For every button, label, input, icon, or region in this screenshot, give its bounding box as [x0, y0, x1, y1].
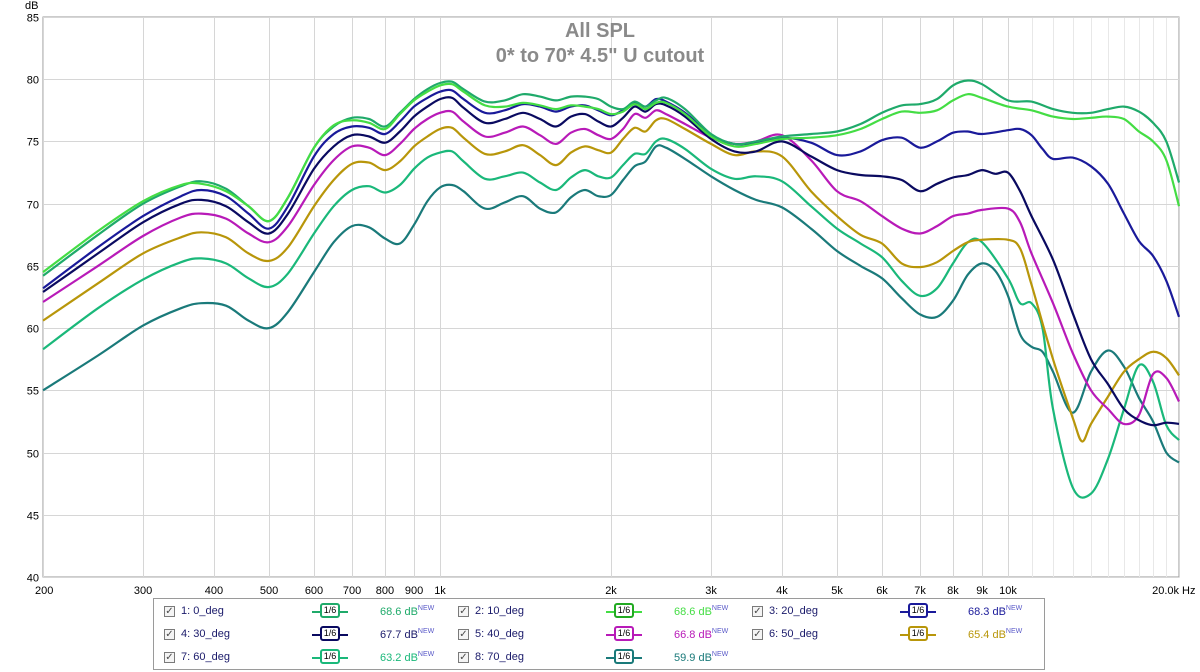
series-visibility-checkbox[interactable]: ✓ — [164, 652, 175, 663]
x-tick-label: 600 — [305, 585, 323, 597]
smoothing-label: 1/6 — [320, 603, 340, 618]
legend-series-name: 8: 70_deg — [475, 651, 524, 663]
legend-entry: ✓ 1: 0_deg 1/6 68.6 dBNEW — [154, 602, 448, 622]
legend-series-name: 3: 20_deg — [769, 605, 818, 617]
legend-entry: ✓ 8: 70_deg 1/6 59.9 dBNEW — [448, 648, 742, 668]
y-tick-label: 40 — [27, 573, 39, 585]
new-badge: NEW — [711, 628, 729, 635]
x-tick-label: 1k — [434, 585, 446, 597]
new-badge: NEW — [711, 651, 729, 658]
legend-level-value: 68.3 dBNEW — [968, 605, 1023, 618]
smoothing-selector[interactable]: 1/6 — [606, 649, 642, 666]
x-axis-unit: Hz — [1182, 585, 1195, 597]
new-badge: NEW — [1005, 605, 1023, 612]
smoothing-selector[interactable]: 1/6 — [900, 603, 936, 620]
smoothing-label: 1/6 — [614, 649, 634, 664]
new-badge: NEW — [417, 605, 435, 612]
x-tick-label: 7k — [914, 585, 926, 597]
legend-level-value: 63.2 dBNEW — [380, 651, 435, 664]
legend-level-value: 66.8 dBNEW — [674, 628, 729, 641]
series-visibility-checkbox[interactable]: ✓ — [458, 606, 469, 617]
smoothing-selector[interactable]: 1/6 — [312, 626, 348, 643]
new-badge: NEW — [417, 651, 435, 658]
x-tick-label: 2k — [605, 585, 617, 597]
x-tick-label: 400 — [205, 585, 223, 597]
legend: ✓ 1: 0_deg 1/6 68.6 dBNEW ✓ 2: 10_deg 1/6 68.6 … — [153, 598, 1045, 670]
legend-series-name: 1: 0_deg — [181, 605, 224, 617]
y-tick-label: 45 — [27, 511, 39, 523]
x-tick-label: 500 — [260, 585, 278, 597]
y-tick-label: 60 — [27, 324, 39, 336]
series-line-6 — [42, 117, 1180, 443]
y-axis-unit: dB — [25, 0, 38, 12]
legend-entry: ✓ 7: 60_deg 1/6 63.2 dBNEW — [154, 648, 448, 668]
legend-level-value: 67.7 dBNEW — [380, 628, 435, 641]
series-visibility-checkbox[interactable]: ✓ — [752, 629, 763, 640]
chart-title: All SPL — [565, 20, 635, 42]
smoothing-selector[interactable]: 1/6 — [312, 603, 348, 620]
series-visibility-checkbox[interactable]: ✓ — [458, 652, 469, 663]
new-badge: NEW — [1005, 628, 1023, 635]
y-tick-label: 65 — [27, 262, 39, 274]
x-tick-label: 10k — [999, 585, 1017, 597]
x-tick-label: 800 — [376, 585, 394, 597]
smoothing-label: 1/6 — [908, 626, 928, 641]
series-line-5 — [42, 109, 1180, 426]
y-tick-label: 70 — [27, 200, 39, 212]
series-visibility-checkbox[interactable]: ✓ — [458, 629, 469, 640]
legend-level-value: 68.6 dBNEW — [380, 605, 435, 618]
y-tick-label: 85 — [27, 13, 39, 25]
legend-entry: ✓ 3: 20_deg 1/6 68.3 dBNEW — [742, 602, 1036, 622]
smoothing-label: 1/6 — [320, 626, 340, 641]
series-line-8 — [42, 144, 1180, 464]
x-tick-label: 5k — [831, 585, 843, 597]
legend-entry: ✓ 6: 50_deg 1/6 65.4 dBNEW — [742, 625, 1036, 645]
new-badge: NEW — [711, 605, 729, 612]
legend-level-value: 65.4 dBNEW — [968, 628, 1023, 641]
legend-level-value: 59.9 dBNEW — [674, 651, 729, 664]
legend-entry: ✓ 5: 40_deg 1/6 66.8 dBNEW — [448, 625, 742, 645]
series-line-2 — [42, 82, 1181, 273]
smoothing-selector[interactable]: 1/6 — [606, 626, 642, 643]
series-visibility-checkbox[interactable]: ✓ — [752, 606, 763, 617]
legend-series-name: 2: 10_deg — [475, 605, 524, 617]
new-badge: NEW — [417, 628, 435, 635]
x-tick-label: 200 — [35, 585, 53, 597]
legend-level-value: 68.6 dBNEW — [674, 605, 729, 618]
tick-labels: 40 45 50 55 60 65 70 75 80 85 200 300 400 500 600 700 80… — [27, 13, 1180, 598]
x-tick-label: 3k — [705, 585, 717, 597]
x-tick-label: 9k — [976, 585, 988, 597]
series-line-4 — [42, 96, 1180, 427]
x-tick-label: 700 — [343, 585, 361, 597]
x-tick-label: 20.0k — [1152, 585, 1179, 597]
legend-series-name: 5: 40_deg — [475, 628, 524, 640]
smoothing-label: 1/6 — [908, 603, 928, 618]
x-tick-label: 6k — [876, 585, 888, 597]
smoothing-label: 1/6 — [320, 649, 340, 664]
smoothing-label: 1/6 — [614, 603, 634, 618]
legend-entry: ✓ 4: 30_deg 1/6 67.7 dBNEW — [154, 625, 448, 645]
legend-series-name: 6: 50_deg — [769, 628, 818, 640]
smoothing-selector[interactable]: 1/6 — [900, 626, 936, 643]
legend-series-name: 7: 60_deg — [181, 651, 230, 663]
smoothing-label: 1/6 — [614, 626, 634, 641]
x-tick-label: 4k — [776, 585, 788, 597]
series-lines — [42, 79, 1181, 499]
y-tick-label: 80 — [27, 75, 39, 87]
x-tick-label: 8k — [947, 585, 959, 597]
smoothing-selector[interactable]: 1/6 — [606, 603, 642, 620]
y-tick-label: 55 — [27, 386, 39, 398]
chart-subtitle: 0* to 70* 4.5" U cutout — [496, 45, 705, 67]
x-tick-label: 900 — [405, 585, 423, 597]
legend-series-name: 4: 30_deg — [181, 628, 230, 640]
smoothing-selector[interactable]: 1/6 — [312, 649, 348, 666]
y-tick-label: 75 — [27, 137, 39, 149]
series-line-7 — [42, 137, 1180, 499]
legend-entry: ✓ 2: 10_deg 1/6 68.6 dBNEW — [448, 602, 742, 622]
spl-chart: 40 45 50 55 60 65 70 75 80 85 200 300 400 500 600 700 80… — [25, 0, 1195, 598]
x-tick-label: 300 — [134, 585, 152, 597]
series-visibility-checkbox[interactable]: ✓ — [164, 606, 175, 617]
y-tick-label: 50 — [27, 449, 39, 461]
series-visibility-checkbox[interactable]: ✓ — [164, 629, 175, 640]
